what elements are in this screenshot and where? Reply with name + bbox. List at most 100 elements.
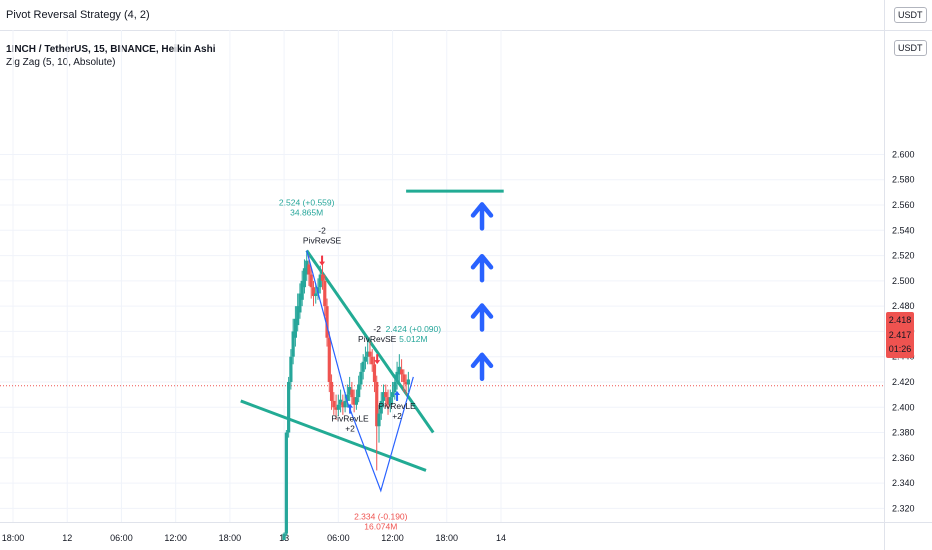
x-tick-label: 12:00 <box>381 533 404 543</box>
candle <box>318 274 322 288</box>
x-tick-label: 18:00 <box>219 533 242 543</box>
candle <box>393 381 397 393</box>
candle <box>325 306 329 338</box>
signal-name: PivRevSE <box>358 334 397 344</box>
candle <box>338 399 343 405</box>
candle <box>406 379 410 385</box>
candle <box>309 274 313 288</box>
candle <box>282 533 286 540</box>
signal-qty: +2 <box>392 411 402 421</box>
y-tick-label: 2.540 <box>892 225 915 235</box>
candle <box>352 397 356 405</box>
pivot-volume: 5.012M <box>399 334 427 344</box>
x-tick-label: 18:00 <box>436 533 459 543</box>
candle <box>287 381 291 433</box>
candle <box>341 402 345 408</box>
candle <box>354 397 359 405</box>
grid <box>0 30 884 522</box>
indicator-title[interactable]: Zig Zag (5, 10, Absolute) <box>6 57 116 68</box>
zigzag <box>306 250 414 493</box>
strategy-pane: Pivot Reversal Strategy (4, 2) USDT <box>0 0 932 31</box>
pivot-labels: 2.524 (+0.559)34.865M 2.334 (-0.190)16.07… <box>279 198 441 532</box>
pivot-label: 2.524 (+0.559) <box>279 198 335 208</box>
x-tick-label: 18:00 <box>2 533 25 543</box>
candle <box>291 331 295 357</box>
long-signal-icon <box>394 390 401 401</box>
candle <box>300 280 304 300</box>
signal-name: PivRevLE <box>331 414 369 424</box>
candle <box>332 400 336 408</box>
candle <box>307 264 311 275</box>
y-tick-label: 2.500 <box>892 276 915 286</box>
up-arrow-icon <box>470 303 494 332</box>
y-tick-label: 2.320 <box>892 503 915 513</box>
strategy-title: Pivot Reversal Strategy (4, 2) <box>6 9 150 21</box>
symbol-title[interactable]: 1INCH / TetherUS, 15, BINANCE, Heikin As… <box>6 44 216 55</box>
trendline <box>240 399 427 472</box>
candle <box>402 374 406 382</box>
candle <box>370 356 374 365</box>
price-currency-badge[interactable]: USDT <box>894 40 927 56</box>
y-tick-label: 2.420 <box>892 377 915 387</box>
candle <box>327 337 331 382</box>
x-tick-label: 12:00 <box>164 533 187 543</box>
y-tick-label: 2.340 <box>892 478 915 488</box>
candle <box>296 306 300 326</box>
long-signal-icon <box>347 403 354 414</box>
candle <box>323 280 327 307</box>
y-tick-label: 2.600 <box>892 149 915 159</box>
up-arrow-icon <box>470 352 494 382</box>
short-signal-icon <box>374 354 381 365</box>
candle <box>399 369 404 375</box>
x-tick-label: 14 <box>496 533 506 543</box>
candle <box>298 293 302 313</box>
candle <box>397 366 401 375</box>
candle <box>302 268 307 288</box>
candle <box>305 260 309 275</box>
trendlines <box>240 189 504 472</box>
price-badges: 2.418 2.417 01:26 <box>886 312 914 358</box>
candle <box>386 397 390 405</box>
x-tick-label: 06:00 <box>110 533 133 543</box>
candle <box>361 361 365 372</box>
pivot-label: 2.424 (+0.090) <box>386 324 442 334</box>
candle <box>350 389 354 398</box>
candle <box>336 404 340 410</box>
candle <box>334 407 338 410</box>
candle <box>311 287 316 297</box>
candle <box>390 392 395 398</box>
candle <box>289 356 293 382</box>
candle <box>395 371 399 382</box>
candles <box>282 250 410 540</box>
x-tick-label: 06:00 <box>327 533 350 543</box>
candle <box>375 381 379 427</box>
candle <box>329 381 334 401</box>
candle <box>343 400 347 408</box>
strategy-currency-badge[interactable]: USDT <box>894 7 927 23</box>
candle <box>368 351 372 357</box>
pivot-volume: 34.865M <box>290 208 323 218</box>
up-arrow-icon <box>470 202 494 231</box>
candle <box>284 432 288 534</box>
chart-legend: 1INCH / TetherUS, 15, BINANCE, Heikin As… <box>6 43 216 69</box>
time-scale-divider <box>0 522 932 523</box>
up-arrow-icon <box>470 253 494 283</box>
candle <box>363 356 368 362</box>
badge-close-price: 2.417 <box>889 330 912 340</box>
last-price-badge <box>886 312 914 358</box>
y-tick-label: 2.560 <box>892 200 915 210</box>
candle <box>357 384 361 398</box>
candle <box>404 381 408 385</box>
candle <box>348 387 352 395</box>
candle <box>388 397 392 405</box>
price-scale-divider <box>884 0 885 550</box>
candle <box>381 392 386 401</box>
candle <box>320 274 325 281</box>
signal-qty: -2 <box>373 324 381 334</box>
short-signal-icon <box>319 255 326 266</box>
y-tick-label: 2.360 <box>892 453 915 463</box>
pivot-volume: 16.074M <box>364 522 397 532</box>
target-arrows <box>470 202 494 382</box>
